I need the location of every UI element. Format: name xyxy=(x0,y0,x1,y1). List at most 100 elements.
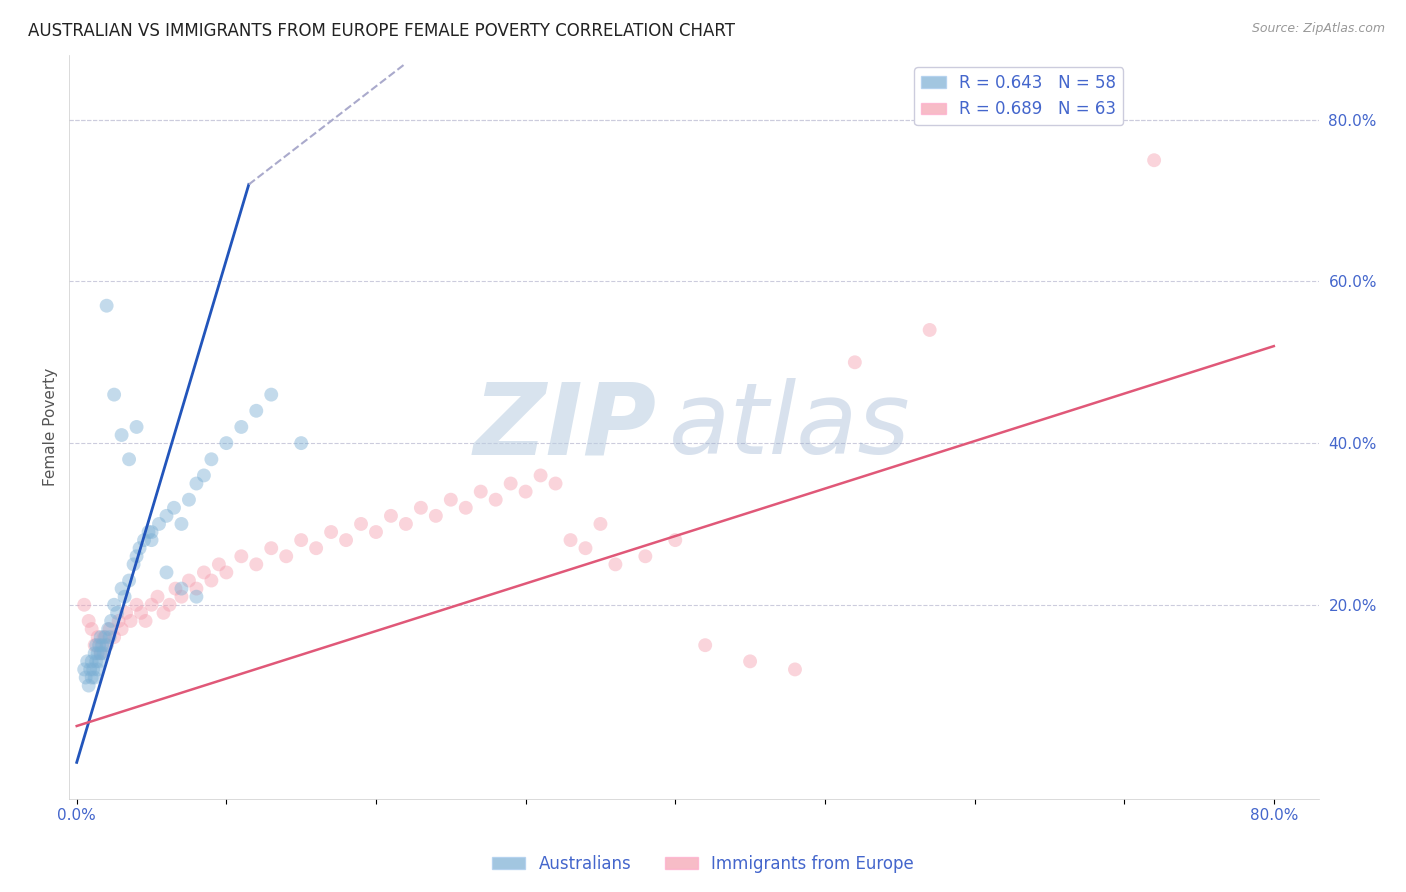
Point xyxy=(129,606,152,620)
Point xyxy=(86,630,108,644)
Point xyxy=(90,646,112,660)
Point xyxy=(395,516,418,531)
Legend: Australians, Immigrants from Europe: Australians, Immigrants from Europe xyxy=(485,848,921,880)
Point xyxy=(634,549,657,564)
Point xyxy=(215,566,238,580)
Point xyxy=(94,630,117,644)
Point xyxy=(290,436,312,450)
Text: ZIP: ZIP xyxy=(474,378,657,475)
Point xyxy=(200,574,222,588)
Point xyxy=(141,524,163,539)
Point xyxy=(76,654,98,668)
Point xyxy=(110,582,132,596)
Point xyxy=(96,299,118,313)
Point xyxy=(98,630,121,644)
Point xyxy=(163,500,186,515)
Point xyxy=(90,646,112,660)
Point xyxy=(141,598,163,612)
Point xyxy=(125,549,148,564)
Point xyxy=(170,516,193,531)
Point xyxy=(380,508,402,523)
Point xyxy=(97,622,120,636)
Point xyxy=(193,468,215,483)
Point xyxy=(128,541,150,556)
Point xyxy=(177,574,200,588)
Point xyxy=(335,533,357,548)
Point xyxy=(738,654,761,668)
Point xyxy=(186,582,208,596)
Point xyxy=(695,638,717,652)
Point xyxy=(260,541,283,556)
Point xyxy=(135,614,157,628)
Point xyxy=(80,671,103,685)
Point xyxy=(122,558,145,572)
Point xyxy=(409,500,432,515)
Point xyxy=(83,646,105,660)
Point xyxy=(319,524,342,539)
Point xyxy=(77,614,100,628)
Point xyxy=(96,638,118,652)
Point xyxy=(141,533,163,548)
Point xyxy=(574,541,596,556)
Point xyxy=(515,484,537,499)
Point xyxy=(93,630,115,644)
Point xyxy=(148,516,170,531)
Point xyxy=(165,582,187,596)
Point xyxy=(79,662,101,676)
Point xyxy=(125,420,148,434)
Point xyxy=(103,630,125,644)
Point xyxy=(80,654,103,668)
Point xyxy=(918,323,941,337)
Y-axis label: Female Poverty: Female Poverty xyxy=(44,368,58,486)
Point xyxy=(170,582,193,596)
Point xyxy=(544,476,567,491)
Text: atlas: atlas xyxy=(669,378,911,475)
Point xyxy=(231,420,253,434)
Point xyxy=(83,671,105,685)
Point xyxy=(80,622,103,636)
Point xyxy=(91,638,114,652)
Point xyxy=(118,452,141,467)
Legend: R = 0.643   N = 58, R = 0.689   N = 63: R = 0.643 N = 58, R = 0.689 N = 63 xyxy=(914,67,1123,125)
Point xyxy=(499,476,522,491)
Point xyxy=(90,630,112,644)
Point xyxy=(73,598,96,612)
Point xyxy=(155,566,177,580)
Point xyxy=(231,549,253,564)
Point xyxy=(589,516,612,531)
Point xyxy=(440,492,463,507)
Point xyxy=(200,452,222,467)
Point xyxy=(73,662,96,676)
Point xyxy=(454,500,477,515)
Point xyxy=(96,638,118,652)
Point xyxy=(146,590,169,604)
Point xyxy=(186,476,208,491)
Point xyxy=(245,558,267,572)
Point xyxy=(170,590,193,604)
Point xyxy=(364,524,387,539)
Text: Source: ZipAtlas.com: Source: ZipAtlas.com xyxy=(1251,22,1385,36)
Point xyxy=(98,622,121,636)
Point xyxy=(844,355,866,369)
Point xyxy=(93,646,115,660)
Point xyxy=(276,549,298,564)
Point xyxy=(208,558,231,572)
Point xyxy=(75,671,97,685)
Point xyxy=(425,508,447,523)
Point xyxy=(86,662,108,676)
Point xyxy=(110,622,132,636)
Point xyxy=(84,654,107,668)
Point xyxy=(159,598,181,612)
Point xyxy=(605,558,627,572)
Point xyxy=(186,590,208,604)
Point xyxy=(155,508,177,523)
Point xyxy=(1143,153,1166,168)
Point xyxy=(120,614,142,628)
Point xyxy=(118,574,141,588)
Point xyxy=(485,492,508,507)
Point xyxy=(107,614,129,628)
Point xyxy=(260,387,283,401)
Text: AUSTRALIAN VS IMMIGRANTS FROM EUROPE FEMALE POVERTY CORRELATION CHART: AUSTRALIAN VS IMMIGRANTS FROM EUROPE FEM… xyxy=(28,22,735,40)
Point xyxy=(100,614,122,628)
Point xyxy=(245,404,267,418)
